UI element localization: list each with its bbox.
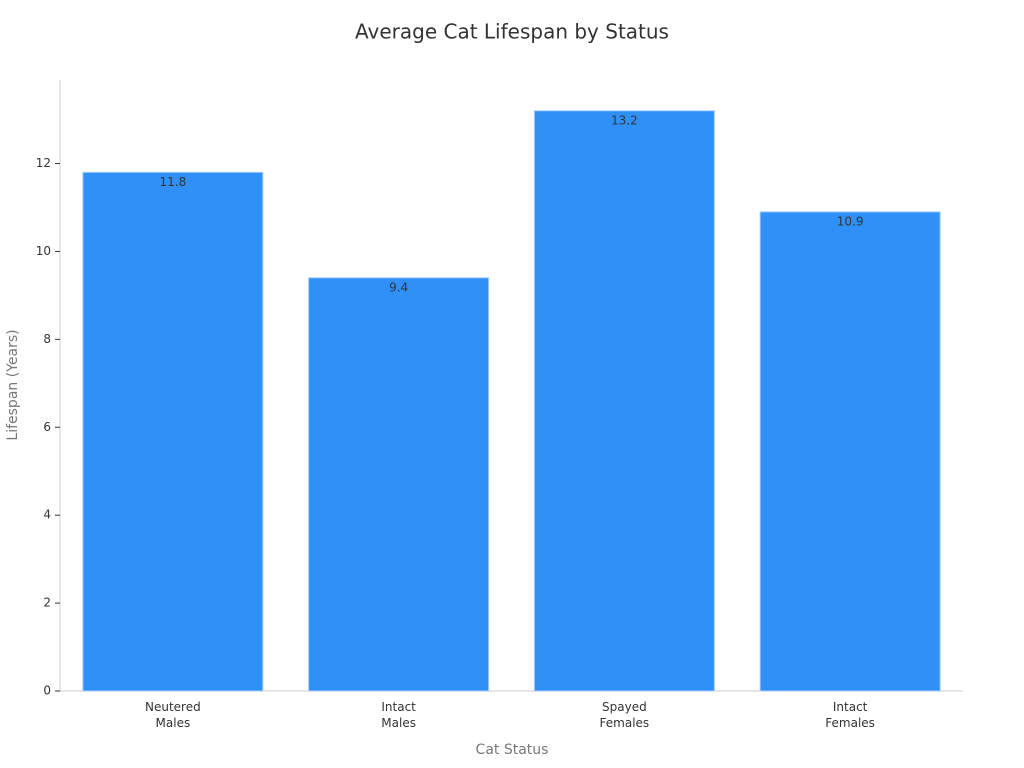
x-tick-label: Intact Females <box>825 700 875 730</box>
y-tick-label: 6 <box>43 420 51 434</box>
x-tick-label: Neutered Males <box>145 700 201 730</box>
bar <box>759 211 941 692</box>
y-tick-label: 8 <box>43 332 51 346</box>
value-label: 13.2 <box>611 113 638 127</box>
x-tick-label: Spayed Females <box>599 700 650 730</box>
bar <box>308 277 490 692</box>
value-label: 9.4 <box>389 280 408 294</box>
y-tick-label: 4 <box>43 508 51 522</box>
y-tick-label: 0 <box>43 684 51 698</box>
value-label: 10.9 <box>837 214 864 228</box>
y-tick-label: 12 <box>36 156 51 170</box>
x-tick-label: Intact Males <box>381 700 416 730</box>
x-axis-title: Cat Status <box>476 742 549 758</box>
chart-title: Average Cat Lifespan by Status <box>355 20 669 44</box>
y-tick-label: 10 <box>36 244 51 258</box>
bar <box>533 110 715 692</box>
value-label: 11.8 <box>160 175 187 189</box>
y-tick-label: 2 <box>43 596 51 610</box>
y-axis-title: Lifespan (Years) <box>5 329 21 440</box>
bar <box>82 171 264 692</box>
